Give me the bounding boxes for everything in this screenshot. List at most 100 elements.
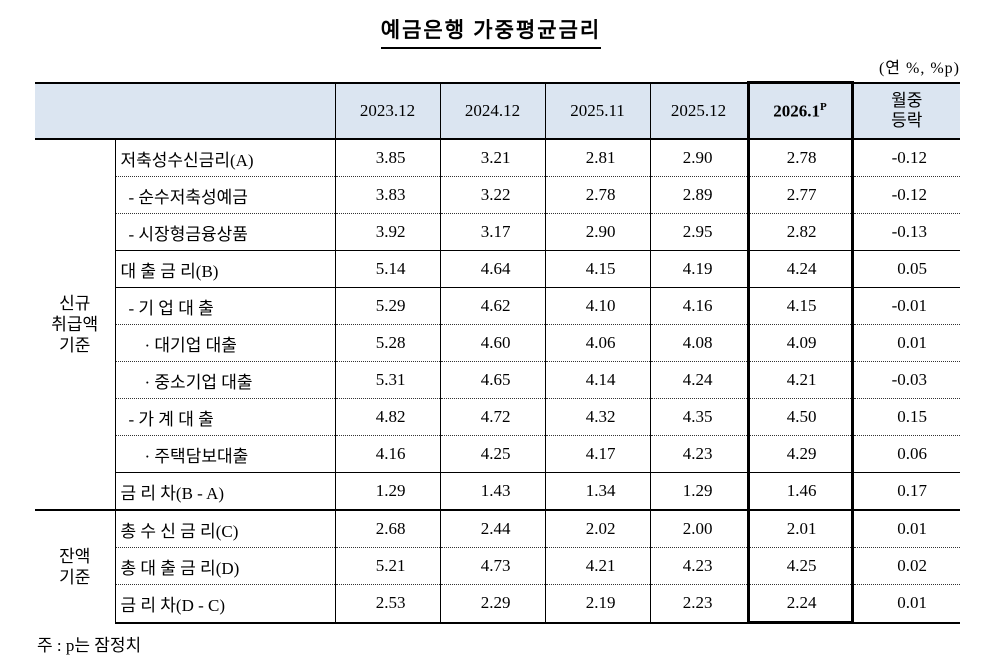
- value-cell: 4.23: [649, 435, 748, 473]
- table-row: 신규 취급액 기준 저축성수신금리(A) 3.85 3.21 2.81 2.90…: [35, 139, 960, 510]
- highlight-header-label: 2026.1: [773, 101, 820, 121]
- value-cell: 4.32: [544, 398, 650, 436]
- value-cell: 2.90: [649, 139, 748, 177]
- value-cell: 4.73: [439, 547, 545, 585]
- value-cell-highlight: 2.82: [746, 213, 854, 251]
- value-cell: 1.43: [439, 472, 545, 510]
- col-header-monthly-change: 월중 등락: [851, 81, 960, 140]
- row-label: - 순수저축성예금: [114, 176, 335, 214]
- value-cell-change: -0.01: [851, 287, 960, 325]
- value-cell: 4.64: [439, 250, 545, 288]
- row-label: · 대기업 대출: [114, 324, 335, 362]
- group-cell-balance: 잔액 기준: [35, 509, 115, 623]
- value-cell: 3.21: [439, 139, 545, 177]
- table-row: 총 대 출 금 리(D) 5.21 4.73 4.21 4.23 4.25 0.…: [35, 547, 960, 585]
- value-cell: 4.10: [544, 287, 650, 325]
- table-row: 금 리 차(B - A) 1.29 1.43 1.34 1.29 1.46 0.…: [35, 472, 960, 510]
- value-cell: 4.17: [544, 435, 650, 473]
- value-cell: 4.21: [544, 547, 650, 585]
- header-row: 2023.12 2024.12 2025.11 2025.12 2026.1P …: [35, 81, 960, 140]
- value-cell-highlight: 4.25: [746, 547, 854, 585]
- value-cell: 4.16: [334, 435, 440, 473]
- group-label-line: 잔액: [59, 546, 91, 566]
- col-header-2025-12: 2025.12: [649, 81, 748, 140]
- value-cell-change: -0.13: [851, 213, 960, 251]
- value-cell-change: 0.15: [851, 398, 960, 436]
- table-row: 대 출 금 리(B) 5.14 4.64 4.15 4.19 4.24 0.05: [35, 250, 960, 288]
- value-cell: 4.62: [439, 287, 545, 325]
- value-cell-highlight: 2.24: [746, 584, 854, 624]
- group-label-line: 기준: [59, 336, 91, 356]
- row-label: 대 출 금 리(B): [114, 250, 335, 288]
- value-cell: 4.06: [544, 324, 650, 362]
- value-cell: 2.89: [649, 176, 748, 214]
- table-row: · 대기업 대출 5.28 4.60 4.06 4.08 4.09 0.01: [35, 324, 960, 362]
- value-cell-highlight: 4.50: [746, 398, 854, 436]
- row-label: - 시장형금융상품: [114, 213, 335, 251]
- value-cell: 2.53: [334, 584, 440, 624]
- value-cell: 4.16: [649, 287, 748, 325]
- value-cell: 3.22: [439, 176, 545, 214]
- value-cell-change: -0.12: [851, 176, 960, 214]
- value-cell-change: 0.01: [851, 509, 960, 548]
- group-label-line: 취급액: [51, 314, 99, 334]
- value-cell-change: 0.17: [851, 472, 960, 510]
- group-cell-new-business: 신규 취급액 기준: [35, 139, 115, 510]
- value-cell: 2.29: [439, 584, 545, 624]
- value-cell: 2.00: [649, 509, 748, 548]
- table-row: - 가 계 대 출 4.82 4.72 4.32 4.35 4.50 0.15: [35, 398, 960, 436]
- group-label-line: 기준: [59, 567, 91, 587]
- value-cell: 3.83: [334, 176, 440, 214]
- row-label: 금 리 차(D - C): [114, 584, 335, 624]
- value-cell: 2.68: [334, 509, 440, 548]
- value-cell-change: 0.02: [851, 547, 960, 585]
- value-cell: 5.21: [334, 547, 440, 585]
- value-cell-change: 0.06: [851, 435, 960, 473]
- value-cell-highlight: 1.46: [746, 472, 854, 510]
- row-label: 총 수 신 금 리(C): [114, 509, 335, 548]
- value-cell-highlight: 4.21: [746, 361, 854, 399]
- value-cell: 4.35: [649, 398, 748, 436]
- value-cell-change: 0.05: [851, 250, 960, 288]
- table-row: - 기 업 대 출 5.29 4.62 4.10 4.16 4.15 -0.01: [35, 287, 960, 325]
- value-cell-highlight: 4.09: [746, 324, 854, 362]
- value-cell: 5.31: [334, 361, 440, 399]
- table-row: 잔액 기준 총 수 신 금 리(C) 2.68 2.44 2.02 2.00 2…: [35, 509, 960, 623]
- table-row: - 순수저축성예금 3.83 3.22 2.78 2.89 2.77 -0.12: [35, 176, 960, 214]
- value-cell: 5.28: [334, 324, 440, 362]
- table-body: 신규 취급액 기준 저축성수신금리(A) 3.85 3.21 2.81 2.90…: [35, 139, 960, 624]
- header-blank-cell: [35, 81, 335, 140]
- row-label: · 주택담보대출: [114, 435, 335, 473]
- value-cell: 2.81: [544, 139, 650, 177]
- value-cell-highlight: 2.01: [746, 509, 854, 548]
- value-cell: 5.29: [334, 287, 440, 325]
- value-cell: 5.14: [334, 250, 440, 288]
- table-row: - 시장형금융상품 3.92 3.17 2.90 2.95 2.82 -0.13: [35, 213, 960, 251]
- value-cell-highlight: 4.29: [746, 435, 854, 473]
- value-cell: 4.19: [649, 250, 748, 288]
- table-header: 2023.12 2024.12 2025.11 2025.12 2026.1P …: [35, 81, 960, 140]
- value-cell: 4.15: [544, 250, 650, 288]
- value-cell: 1.29: [649, 472, 748, 510]
- col-header-2026-1-provisional: 2026.1P: [746, 81, 854, 140]
- value-cell: 4.14: [544, 361, 650, 399]
- page-title-text: 예금은행 가중평균금리: [380, 14, 602, 49]
- rate-table: 2023.12 2024.12 2025.11 2025.12 2026.1P …: [35, 81, 960, 624]
- value-cell: 1.34: [544, 472, 650, 510]
- monthly-change-line2: 등락: [891, 110, 923, 130]
- value-cell: 2.95: [649, 213, 748, 251]
- value-cell: 2.78: [544, 176, 650, 214]
- table-row: 금 리 차(D - C) 2.53 2.29 2.19 2.23 2.24 0.…: [35, 584, 960, 624]
- value-cell-change: 0.01: [851, 584, 960, 624]
- value-cell: 3.85: [334, 139, 440, 177]
- value-cell: 3.92: [334, 213, 440, 251]
- value-cell: 4.25: [439, 435, 545, 473]
- table-row: · 주택담보대출 4.16 4.25 4.17 4.23 4.29 0.06: [35, 435, 960, 473]
- value-cell: 2.19: [544, 584, 650, 624]
- provisional-superscript: P: [820, 100, 827, 113]
- value-cell: 3.17: [439, 213, 545, 251]
- value-cell-highlight: 2.78: [746, 139, 854, 177]
- value-cell-highlight: 2.77: [746, 176, 854, 214]
- value-cell: 2.44: [439, 509, 545, 548]
- table-row: · 중소기업 대출 5.31 4.65 4.14 4.24 4.21 -0.03: [35, 361, 960, 399]
